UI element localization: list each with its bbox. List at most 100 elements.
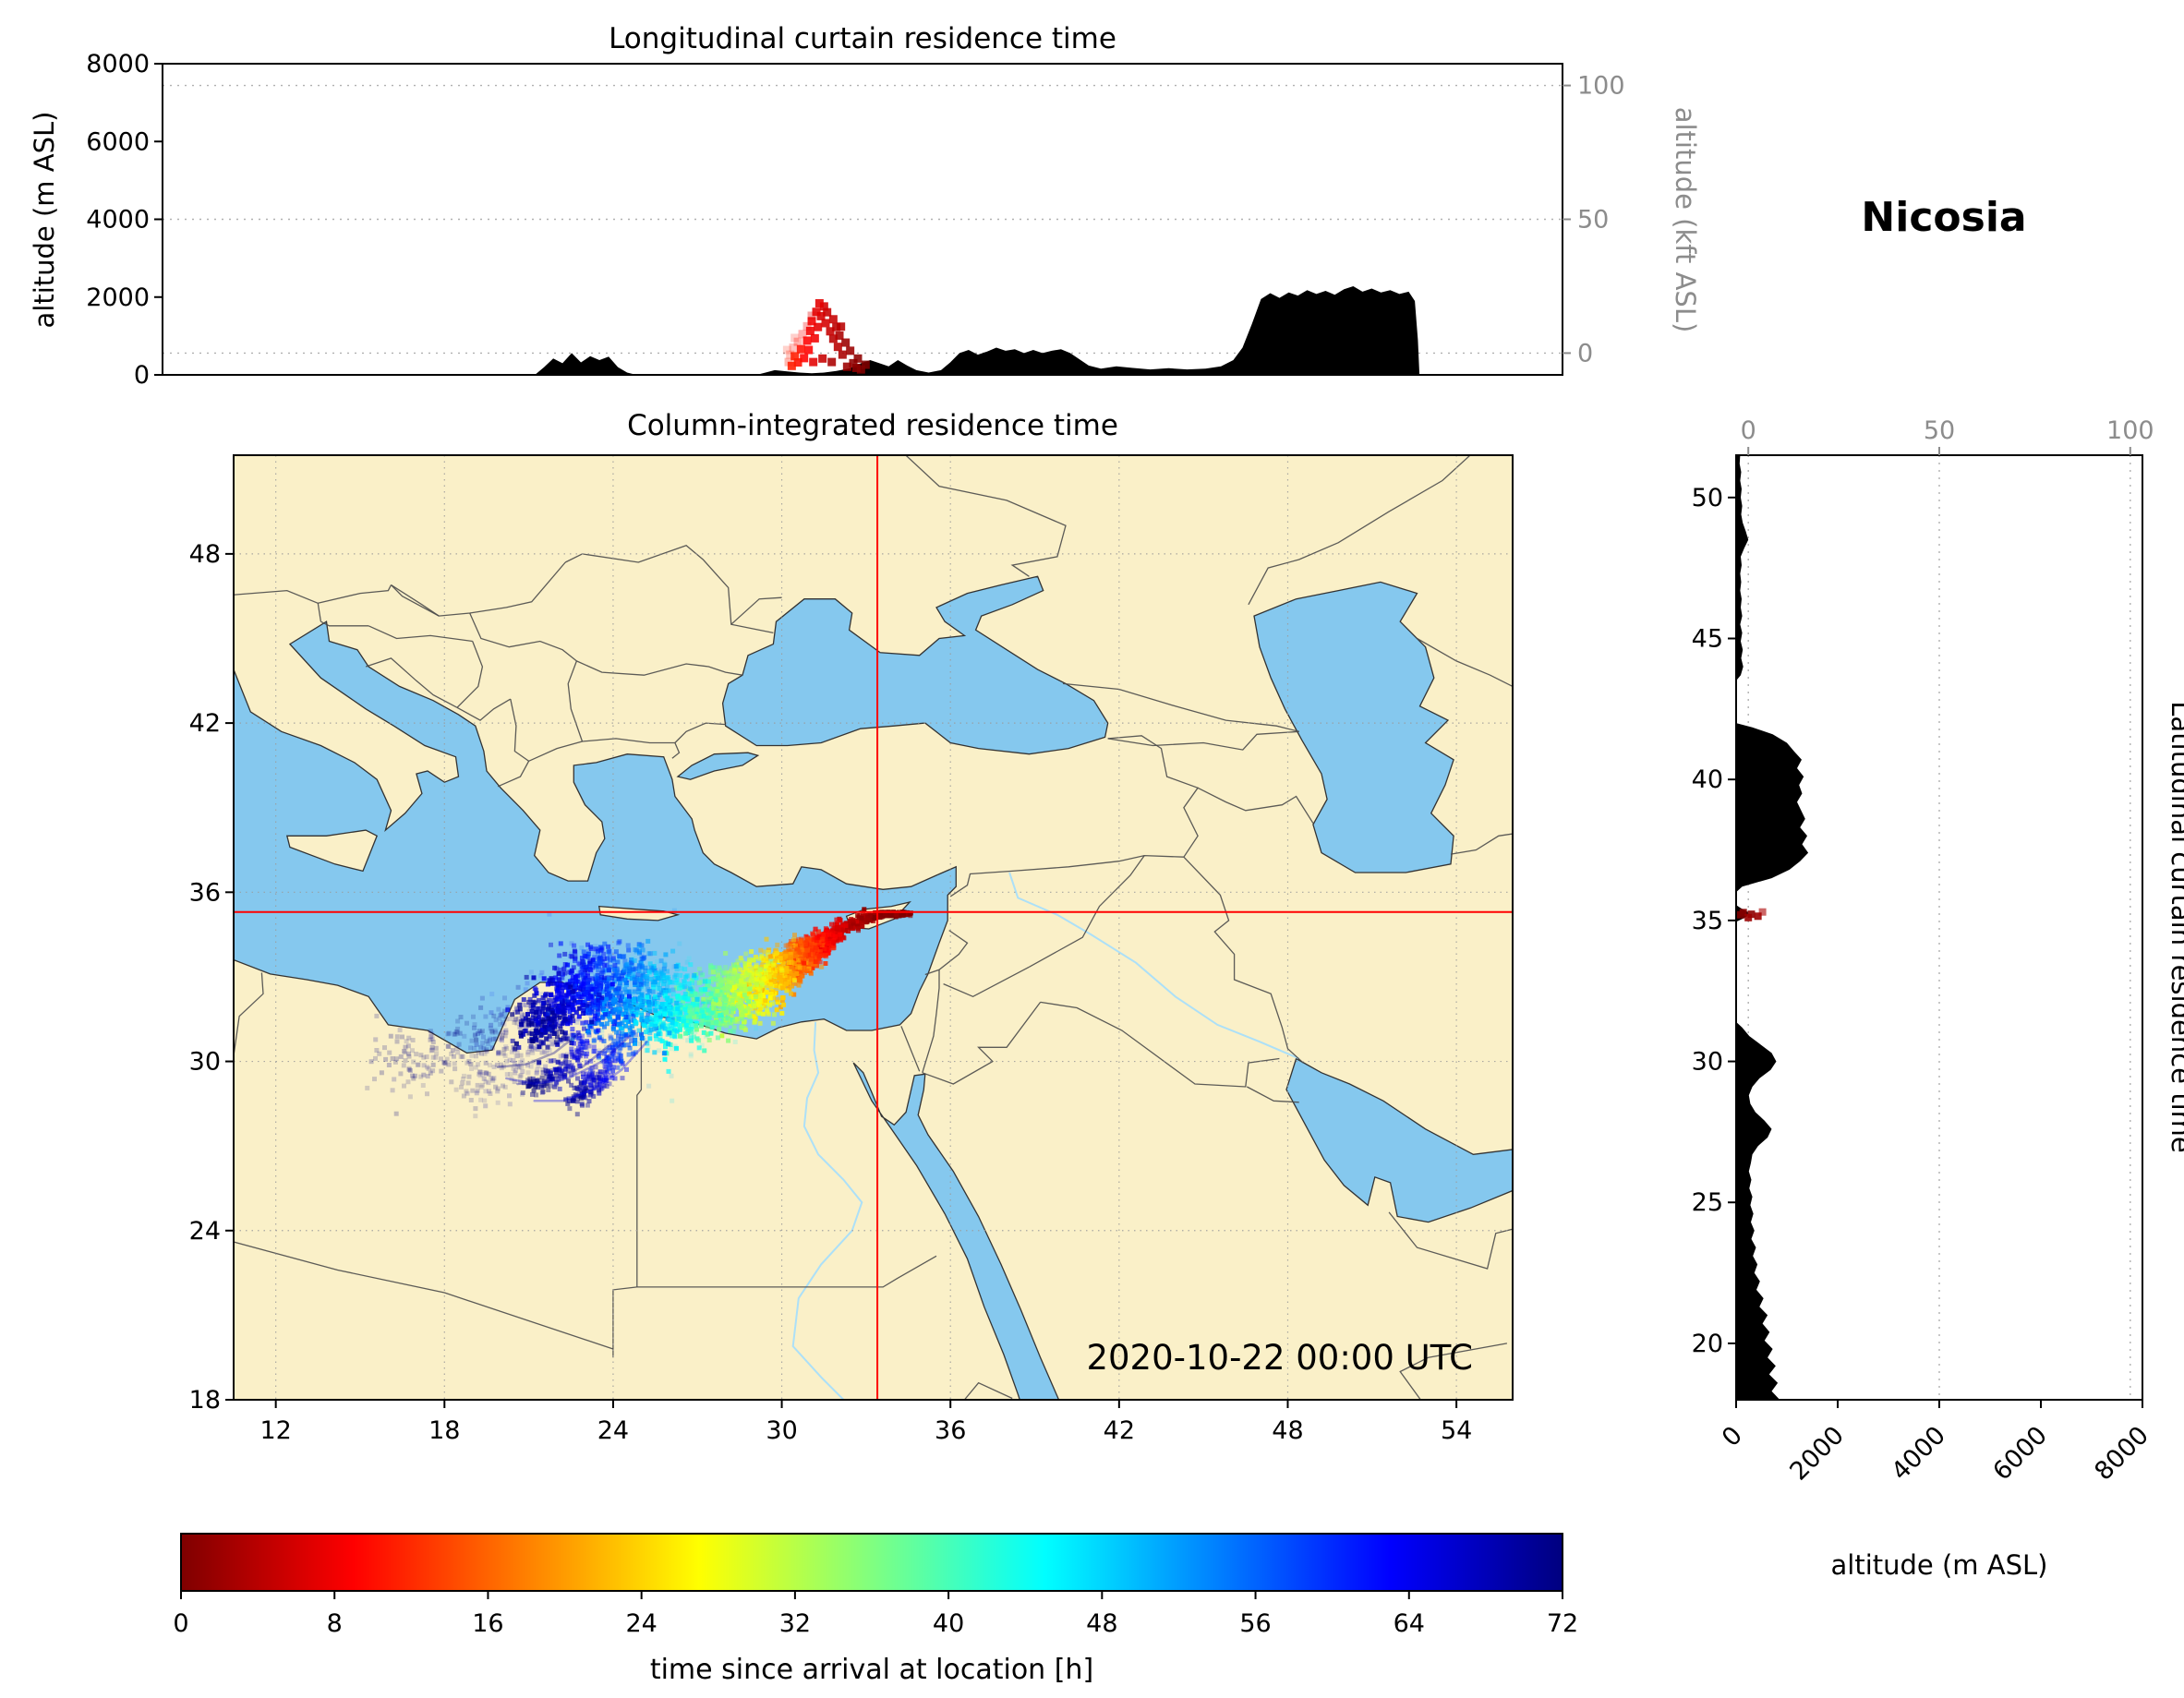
plume-dot (495, 1100, 501, 1105)
plume-dot (514, 1049, 520, 1054)
plume-dot (520, 1058, 525, 1064)
plume-dot (527, 1078, 533, 1084)
plume-dot (592, 950, 597, 956)
plume-dot (754, 985, 760, 991)
plume-dot (474, 1042, 479, 1047)
plume-dot (709, 980, 715, 985)
plume-dot (809, 943, 814, 947)
plume-dot (564, 1007, 569, 1013)
plume-dot (675, 1006, 681, 1011)
plume-dot (547, 1033, 552, 1039)
plume-dot (388, 1033, 393, 1039)
plume-dot (766, 968, 772, 972)
plume-dot (609, 981, 615, 987)
plume-dot (696, 1038, 702, 1043)
plume-dot (640, 1002, 646, 1007)
plume-dot (648, 969, 654, 974)
plume-dot (774, 947, 779, 953)
plume-dot (646, 1044, 651, 1049)
plume-dot (707, 1015, 712, 1020)
plume-dot (646, 988, 652, 994)
plume-dot (750, 979, 755, 984)
plume-dot (541, 1021, 547, 1027)
plume-dot (654, 1010, 659, 1016)
plume-dot (535, 1078, 540, 1083)
plume-dot (568, 954, 573, 958)
plume-dot (572, 1054, 577, 1059)
plume-dot (553, 997, 559, 1003)
plume-dot (514, 1064, 520, 1069)
plume-dot (565, 999, 571, 1005)
plume-dot (688, 987, 694, 993)
plume-dot (742, 974, 747, 980)
plume-dot (754, 962, 759, 968)
plume-dot (685, 996, 691, 1002)
plume-dot (539, 1009, 545, 1015)
map-x-tick-label: 42 (1104, 1416, 1135, 1445)
plume-dot (464, 1089, 469, 1094)
plume-dot (633, 949, 639, 955)
plume-dot (814, 935, 820, 941)
plume-dot (619, 1040, 624, 1045)
country-border (582, 738, 675, 744)
plume-dot (634, 1006, 640, 1011)
top-panel-ylabel-right: altitude (kft ASL) (1670, 107, 1701, 333)
plume-dot (402, 1083, 406, 1089)
plume-dot (474, 1038, 479, 1043)
sicily (285, 829, 379, 873)
plume-dot (692, 973, 697, 979)
plume-dot (766, 1011, 771, 1017)
plume-dot (585, 955, 591, 960)
plume-dot (716, 993, 720, 997)
plume-filament (505, 1034, 632, 1086)
plume-dot (484, 1070, 489, 1076)
plume-dot (482, 1098, 488, 1103)
plume-dot (660, 983, 666, 989)
map-y-tick-label: 48 (189, 540, 221, 569)
plume-dot (763, 964, 768, 969)
plume-dot (570, 1027, 575, 1031)
plume-dot (648, 1027, 654, 1032)
plume-dot (569, 979, 574, 984)
plume-dot (656, 981, 661, 987)
plume-dot (872, 916, 877, 921)
plume-dot (558, 998, 563, 1004)
plume-dot (652, 1027, 658, 1032)
plume-dot (743, 996, 749, 1002)
plume-dot (578, 1044, 584, 1050)
plume-dot (629, 961, 634, 967)
plume-dot (776, 981, 780, 986)
plume-dot (647, 1008, 653, 1014)
plume-dot (557, 991, 561, 996)
plume-dot (851, 918, 856, 923)
plume-dot (621, 1013, 627, 1018)
plume-dot (654, 1013, 659, 1018)
plume-dot (752, 971, 757, 977)
plume-dot (597, 1075, 602, 1080)
plume-dot (705, 983, 710, 989)
plume-dot (584, 990, 589, 995)
plume-dot (530, 1015, 536, 1020)
plume-dot (686, 956, 692, 961)
plume-dot (729, 966, 734, 971)
plume-dot (637, 997, 643, 1003)
plume-dot (609, 1044, 615, 1050)
plume-dot (611, 1038, 617, 1043)
plume-dot (526, 1030, 532, 1036)
plume-dot (513, 1017, 519, 1022)
plume-cell (789, 343, 798, 353)
plume-dot (575, 1076, 580, 1081)
plume-dot (554, 1008, 560, 1014)
plume-dot (374, 1013, 380, 1018)
plume-dot (586, 1099, 592, 1104)
plume-cell (849, 358, 858, 367)
plume-cell (790, 352, 800, 361)
lat-tick-label: 50 (1692, 484, 1723, 512)
plume-dot (708, 991, 714, 996)
plume-dot (730, 998, 735, 1003)
plume-dot (723, 978, 729, 983)
plume-dot (571, 1038, 576, 1043)
country-border (320, 620, 369, 627)
plume-dot (538, 1032, 544, 1038)
plume-dot (605, 1054, 610, 1060)
